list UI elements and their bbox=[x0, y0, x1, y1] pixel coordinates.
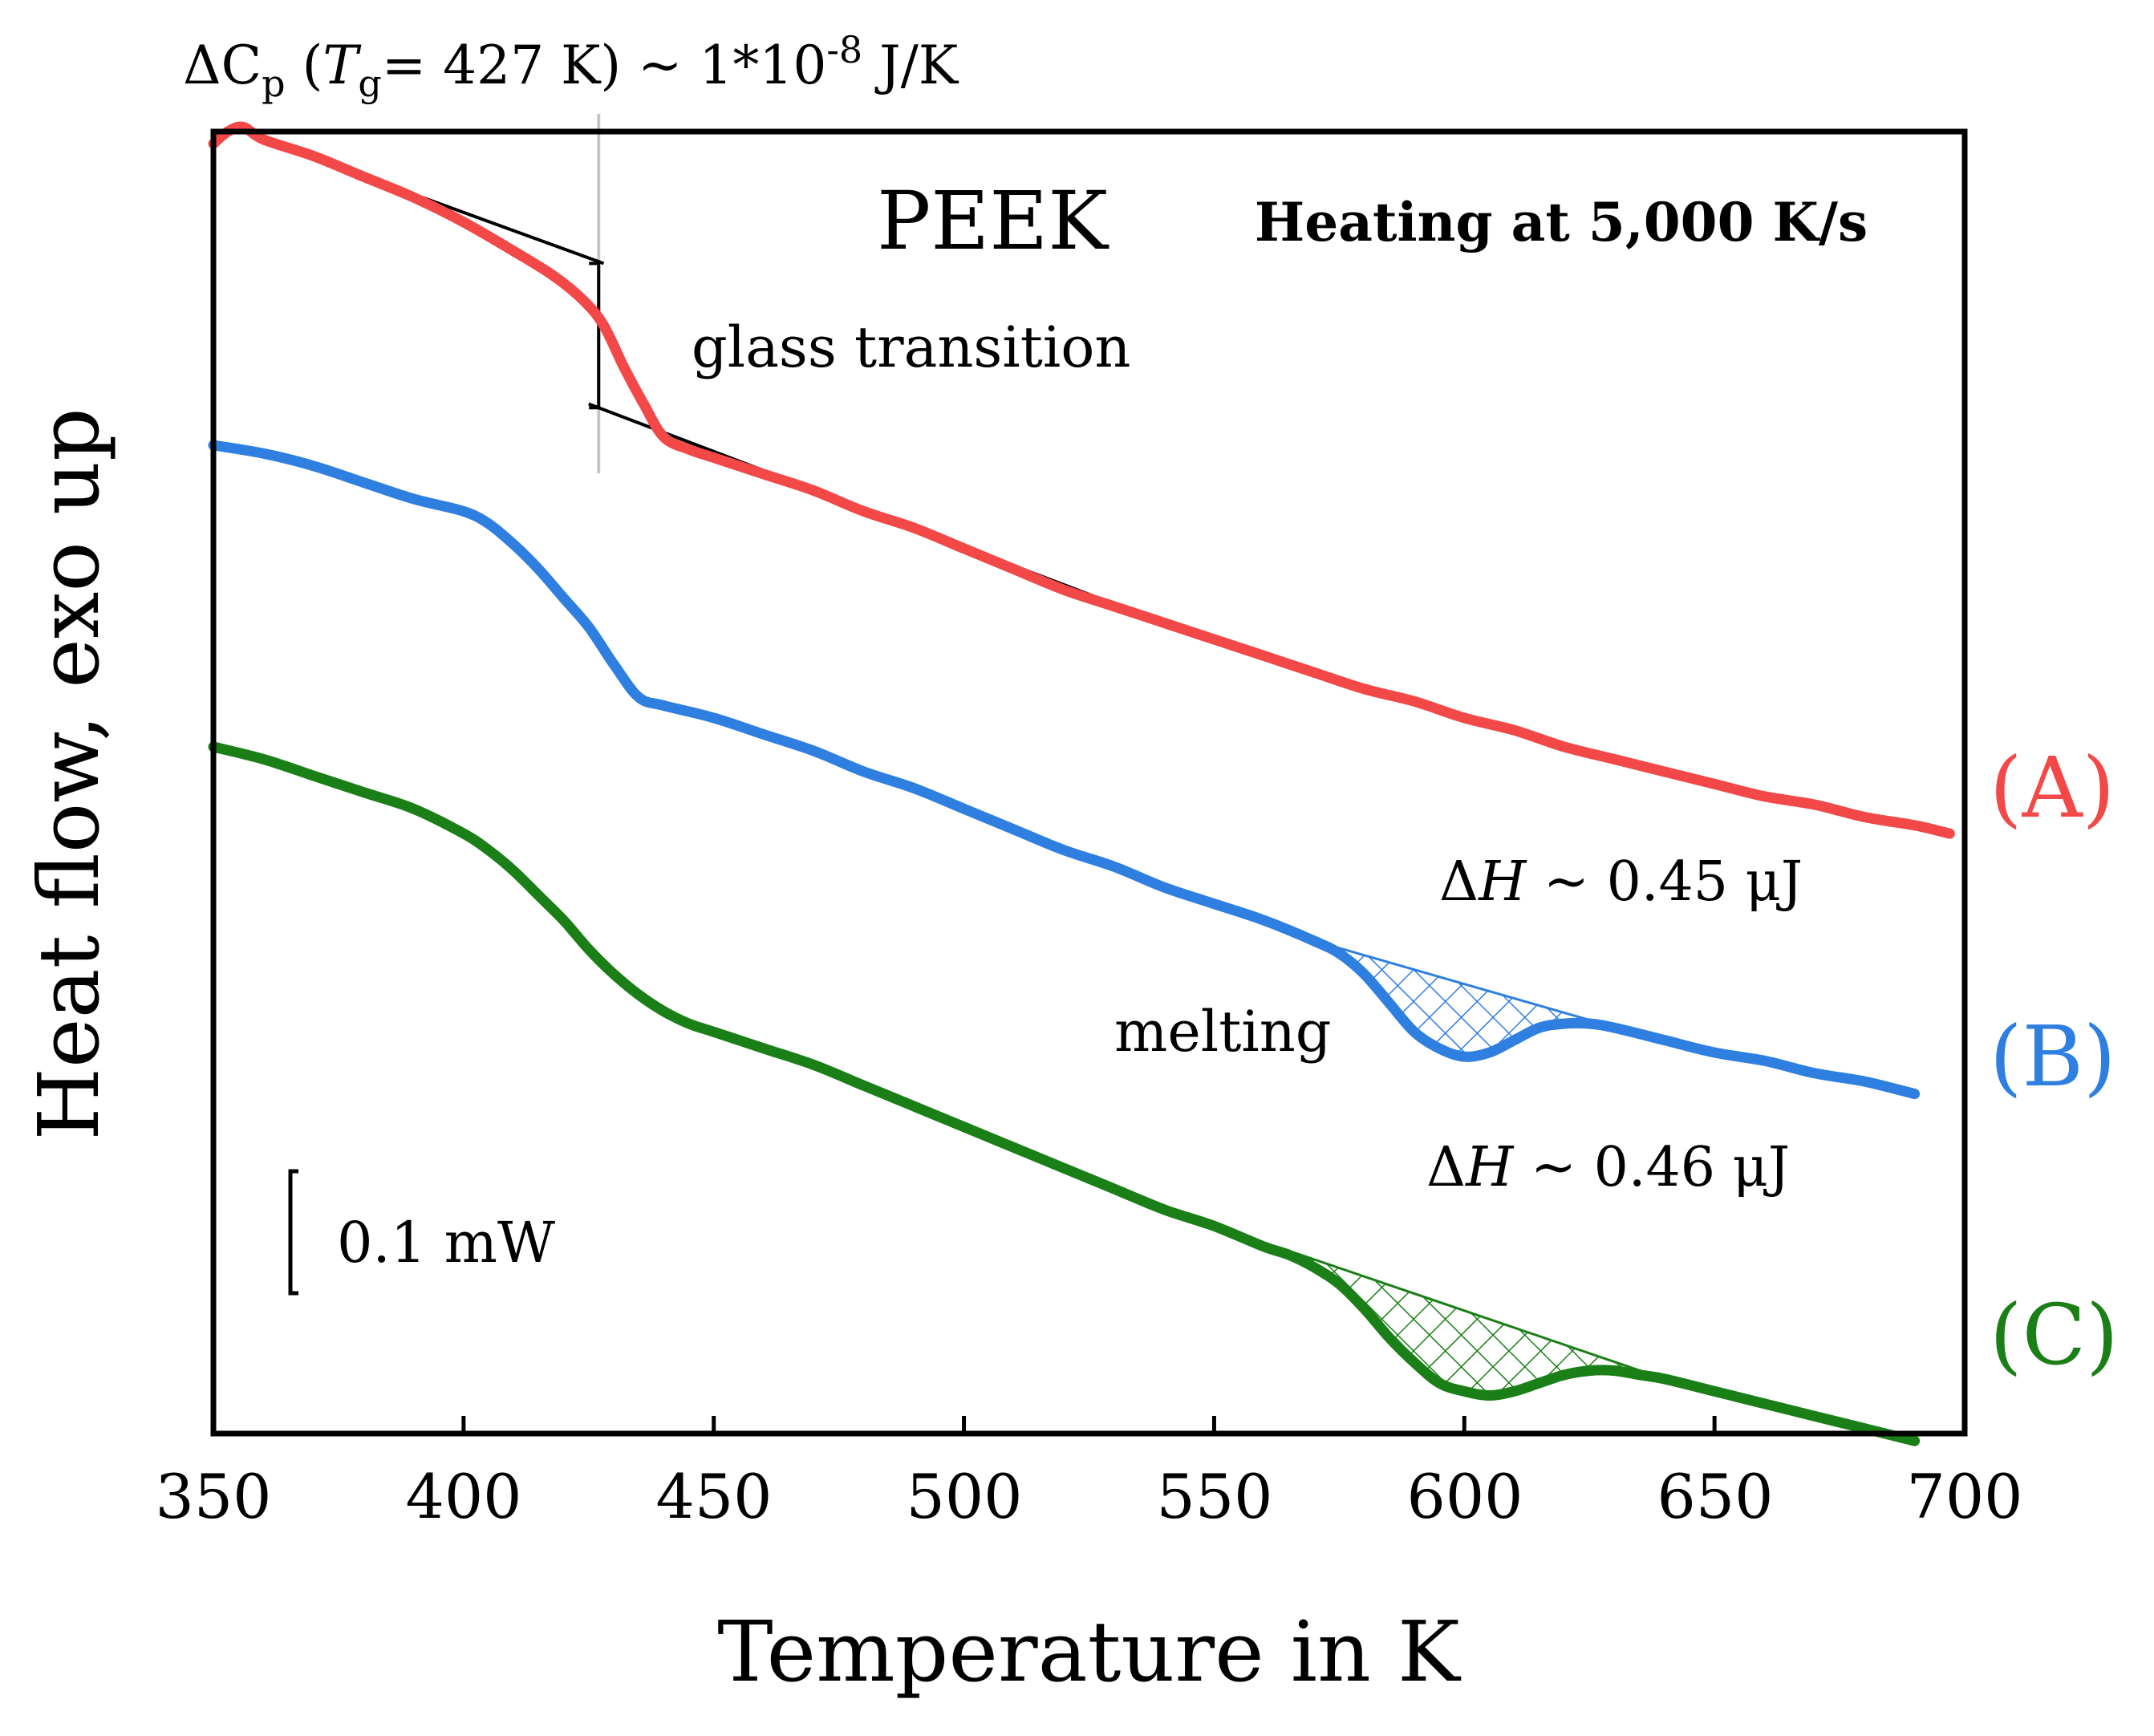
series-line-A bbox=[208, 121, 1955, 839]
series-label-A: (A) bbox=[1990, 739, 2115, 837]
scale-bar bbox=[288, 1169, 298, 1296]
y-axis-label: Heat flow, exo up bbox=[20, 408, 118, 1140]
series-label-B: (B) bbox=[1990, 1008, 2116, 1105]
x-tick-label: 600 bbox=[1406, 1461, 1523, 1532]
melting-label: melting bbox=[1114, 999, 1332, 1065]
delta-h-C-label: ΔH ~ 0.46 μJ bbox=[1426, 1136, 1790, 1199]
x-tick-label: 700 bbox=[1906, 1461, 2022, 1532]
chart-subtitle: Heating at 5,000 K/s bbox=[1255, 191, 1868, 254]
plot-frame bbox=[210, 128, 1968, 1437]
x-tick-label: 350 bbox=[155, 1461, 271, 1532]
x-tick-label: 550 bbox=[1156, 1461, 1272, 1532]
chart-title: PEEK bbox=[877, 174, 1109, 268]
delta-h-B-label: ΔH ~ 0.45 μJ bbox=[1439, 850, 1803, 914]
x-axis-ticks bbox=[211, 1416, 1967, 1434]
x-axis-label: Temperature in K bbox=[717, 1603, 1462, 1701]
x-tick-label: 500 bbox=[906, 1461, 1022, 1532]
x-tick-label: 650 bbox=[1657, 1461, 1773, 1532]
series-label-C: (C) bbox=[1990, 1286, 2119, 1384]
x-tick-label: 400 bbox=[405, 1461, 521, 1532]
series-line-C bbox=[208, 741, 1921, 1446]
melting-area-B bbox=[1328, 943, 1630, 1058]
x-tick-label: 450 bbox=[655, 1461, 772, 1532]
glass-transition-label: glass transition bbox=[692, 314, 1131, 380]
dcp-bracket bbox=[589, 262, 601, 410]
scale-bar-label: 0.1 mW bbox=[337, 1210, 555, 1276]
series-line-B bbox=[208, 440, 1921, 1100]
dcp-annotation: ΔCp (Tg= 427 K) ~ 1*10-8 J/K bbox=[183, 28, 959, 105]
